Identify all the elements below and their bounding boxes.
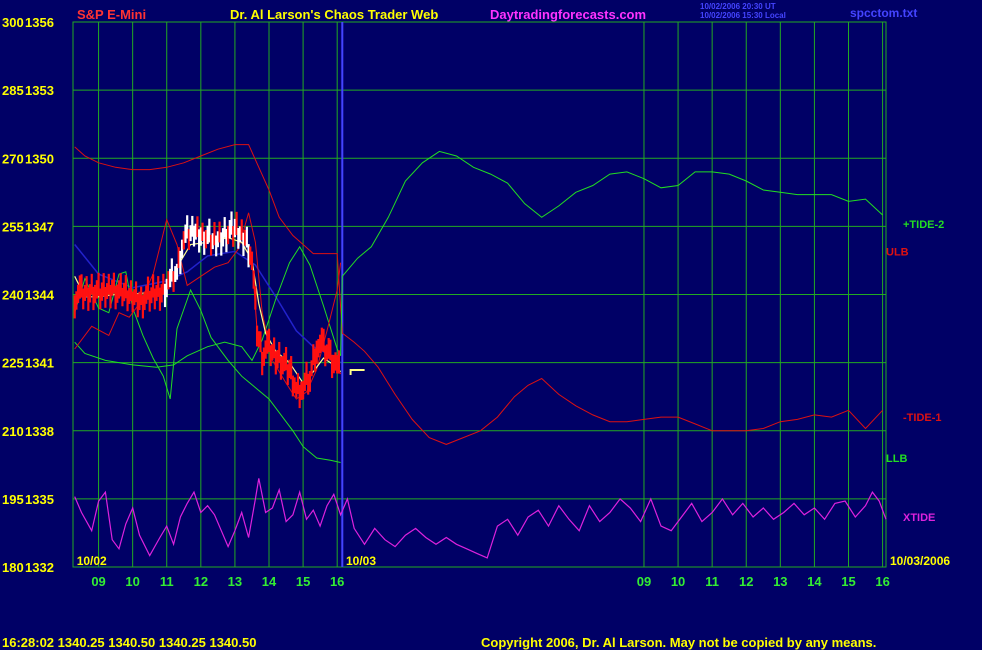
grid bbox=[72, 21, 887, 568]
y-tick-label-right: 1356 bbox=[25, 15, 54, 30]
x-tick-label: 10 bbox=[671, 574, 685, 589]
x-tick-label: 16 bbox=[330, 574, 344, 589]
x-tick-label: 13 bbox=[228, 574, 242, 589]
y-tick-label-right: 1338 bbox=[25, 424, 54, 439]
x-tick-label: 09 bbox=[637, 574, 651, 589]
file-name: spcctom.txt bbox=[850, 6, 917, 20]
y-tick-label-left: 300 bbox=[2, 15, 24, 30]
date-label: 10/02 bbox=[77, 554, 107, 568]
y-tick-label-right: 1353 bbox=[25, 83, 54, 98]
x-tick-label: 14 bbox=[262, 574, 277, 589]
y-tick-label-left: 180 bbox=[2, 560, 24, 575]
series-label: LLB bbox=[886, 453, 907, 465]
x-tick-label: 12 bbox=[194, 574, 208, 589]
site-url[interactable]: Daytradingforecasts.com bbox=[490, 7, 646, 22]
y-tick-label-right: 1350 bbox=[25, 151, 54, 166]
date-label: 10/03/2006 bbox=[890, 554, 950, 568]
y-tick-label-left: 270 bbox=[2, 151, 24, 166]
y-tick-label-left: 225 bbox=[2, 356, 24, 371]
x-tick-label: 15 bbox=[296, 574, 310, 589]
x-tick-label: 16 bbox=[875, 574, 889, 589]
symbol-title: S&P E-Mini bbox=[77, 7, 146, 22]
y-tick-label-left: 195 bbox=[2, 492, 24, 507]
x-tick-label: 10 bbox=[125, 574, 139, 589]
x-tick-label: 09 bbox=[91, 574, 105, 589]
y-tick-label-left: 210 bbox=[2, 424, 24, 439]
x-tick-label: 12 bbox=[739, 574, 753, 589]
x-tick-label: 11 bbox=[705, 574, 719, 589]
y-tick-label-right: 1332 bbox=[25, 560, 54, 575]
y-tick-label-left: 240 bbox=[2, 288, 24, 303]
forecast-marker bbox=[349, 368, 365, 375]
x-tick-label: 14 bbox=[807, 574, 822, 589]
quote-readout: 16:28:02 1340.25 1340.50 1340.25 1340.50 bbox=[2, 635, 257, 650]
y-tick-label-right: 1344 bbox=[25, 288, 55, 303]
series-line-xtide bbox=[74, 478, 887, 559]
y-tick-label-right: 1341 bbox=[25, 356, 54, 371]
series-line-tide-2 bbox=[74, 150, 883, 368]
series-line-ulb bbox=[74, 144, 883, 445]
series-line-tide-1 bbox=[74, 212, 342, 400]
series-line-llb bbox=[74, 271, 341, 463]
timestamp-ut: 10/02/2006 20:30 UT bbox=[700, 2, 776, 11]
series-label: ULB bbox=[886, 246, 909, 258]
y-tick-label-right: 1335 bbox=[25, 492, 54, 507]
timestamp-local: 10/02/2006 15:30 Local bbox=[700, 11, 786, 20]
date-label: 10/03 bbox=[346, 554, 376, 568]
price-bars bbox=[73, 211, 365, 409]
series-label: -TIDE-1 bbox=[903, 412, 942, 424]
series-label: +TIDE-2 bbox=[903, 219, 944, 231]
y-tick-label-right: 1347 bbox=[25, 219, 54, 234]
x-tick-label: 15 bbox=[841, 574, 855, 589]
x-tick-label: 13 bbox=[773, 574, 787, 589]
site-title: Dr. Al Larson's Chaos Trader Web bbox=[230, 7, 438, 22]
copyright-notice: Copyright 2006, Dr. Al Larson. May not b… bbox=[481, 635, 877, 650]
x-tick-label: 11 bbox=[160, 574, 174, 589]
series-label: XTIDE bbox=[903, 512, 935, 524]
y-tick-label-left: 255 bbox=[2, 219, 24, 234]
y-tick-label-left: 285 bbox=[2, 83, 24, 98]
